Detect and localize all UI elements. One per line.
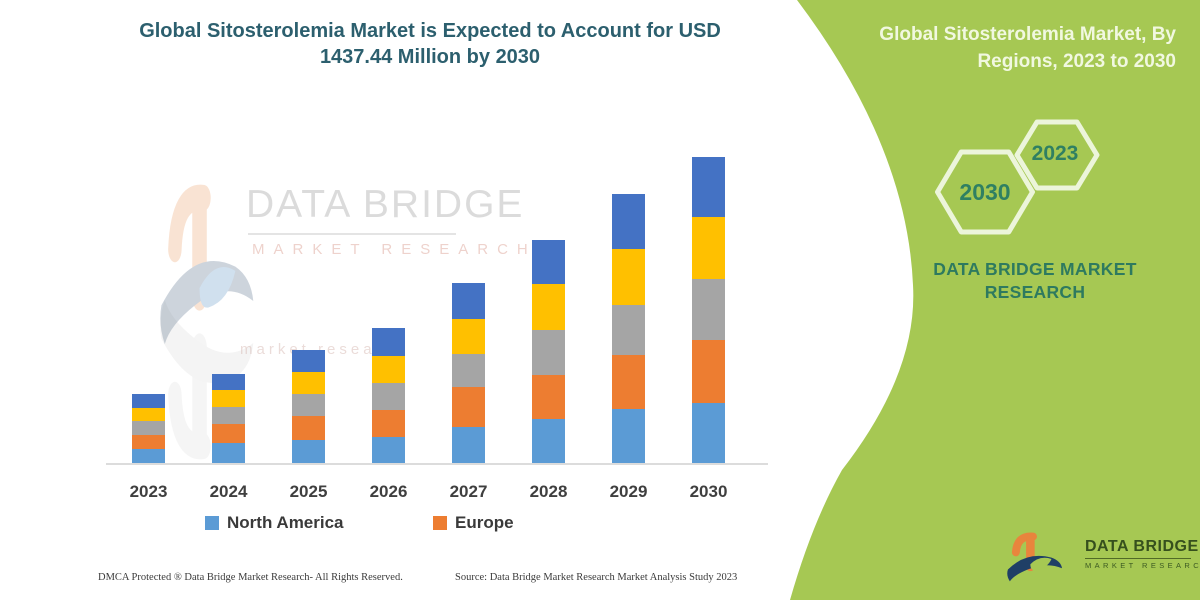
- bar-segment: [292, 440, 325, 463]
- bar-2029: [612, 194, 645, 463]
- bar-2030: [692, 157, 725, 463]
- bar-segment: [692, 278, 725, 340]
- bar-segment: [372, 410, 405, 437]
- bar-segment: [372, 383, 405, 410]
- bar-segment: [132, 394, 165, 408]
- footer-logo-sub: MARKET RESEARCH: [1085, 561, 1200, 570]
- watermark-mid-text: market research: [240, 341, 409, 358]
- bar-segment: [612, 249, 645, 305]
- x-tick-label: 2024: [209, 482, 248, 501]
- bar-segment: [452, 283, 485, 320]
- x-tick-label: 2028: [529, 482, 568, 501]
- legend-label: North America: [227, 513, 344, 532]
- bar-2028: [532, 239, 565, 463]
- source-note: Source: Data Bridge Market Research Mark…: [455, 572, 738, 583]
- bar-segment: [532, 283, 565, 330]
- bar-2026: [372, 328, 405, 463]
- bar-segment: [692, 217, 725, 279]
- bar-segment: [612, 354, 645, 409]
- legend-swatch: [205, 516, 219, 530]
- bar-segment: [612, 194, 645, 250]
- bar-segment: [532, 418, 565, 463]
- hexagon-badges-icon: [935, 119, 1100, 235]
- bar-segment: [292, 415, 325, 440]
- watermark-logo-icon: [160, 184, 254, 344]
- bar-segment: [612, 408, 645, 463]
- bar-segment: [372, 328, 405, 356]
- bar-segment: [692, 340, 725, 403]
- bar-segment: [452, 319, 485, 354]
- bar-2027: [452, 283, 485, 463]
- bar-segment: [452, 387, 485, 427]
- watermark-brand-text: DATA BRIDGE: [246, 183, 525, 226]
- chart-title: Global Sitosterolemia Market is Expected…: [139, 20, 721, 69]
- bar-segment: [692, 403, 725, 463]
- legend-item-europe: Europe: [433, 513, 514, 533]
- bar-2024: [212, 374, 245, 463]
- bar-segment: [212, 390, 245, 408]
- bar-segment: [532, 329, 565, 375]
- legend-swatch: [433, 516, 447, 530]
- x-axis-line: [106, 463, 768, 465]
- x-tick-label: 2023: [129, 482, 168, 501]
- x-tick-label: 2027: [449, 482, 488, 501]
- bar-segment: [212, 374, 245, 391]
- bar-segment: [132, 421, 165, 435]
- bar-segment: [292, 371, 325, 394]
- bar-segment: [612, 304, 645, 355]
- bar-segment: [132, 449, 165, 463]
- bar-segment: [212, 407, 245, 425]
- bar-segment: [212, 424, 245, 443]
- x-tick-label: 2026: [369, 482, 408, 501]
- footer-logo-rule: [1085, 558, 1191, 559]
- x-tick-label: 2030: [689, 482, 728, 501]
- bar-segment: [212, 443, 245, 463]
- bar-segment: [132, 408, 165, 421]
- x-tick-label: 2029: [609, 482, 648, 501]
- hexagon-year-2030: 2030: [959, 179, 1011, 205]
- hexagon-year-2023: 2023: [1031, 142, 1079, 165]
- panel-title: Global Sitosterolemia Market, By Regions…: [879, 24, 1176, 72]
- dbmr-logo-icon: [1007, 532, 1063, 582]
- bar-segment: [692, 157, 725, 218]
- bar-segment: [292, 393, 325, 416]
- dmca-note: DMCA Protected ® Data Bridge Market Rese…: [98, 572, 403, 583]
- bar-2023: [132, 394, 165, 463]
- watermark-divider: [248, 233, 456, 235]
- panel-brand-text: DATA BRIDGE MARKET RESEARCH: [933, 259, 1137, 302]
- bar-segment: [132, 435, 165, 449]
- legend-item-north-america: North America: [205, 513, 344, 533]
- watermark-logo-reflection-icon: [160, 300, 254, 460]
- footer-logo-text: DATA BRIDGE MARKET RESEARCH: [1085, 538, 1200, 570]
- bar-segment: [372, 437, 405, 463]
- bar-segment: [292, 350, 325, 372]
- bar-2025: [292, 350, 325, 463]
- footer-logo-brand: DATA BRIDGE: [1085, 538, 1199, 555]
- bar-segment: [532, 374, 565, 419]
- bar-segment: [372, 356, 405, 383]
- bar-segment: [532, 239, 565, 284]
- x-tick-label: 2025: [289, 482, 328, 501]
- bar-segment: [452, 427, 485, 463]
- legend-label: Europe: [455, 513, 514, 532]
- bar-segment: [452, 354, 485, 387]
- watermark-sub-text: MARKET RESEARCH: [252, 241, 537, 258]
